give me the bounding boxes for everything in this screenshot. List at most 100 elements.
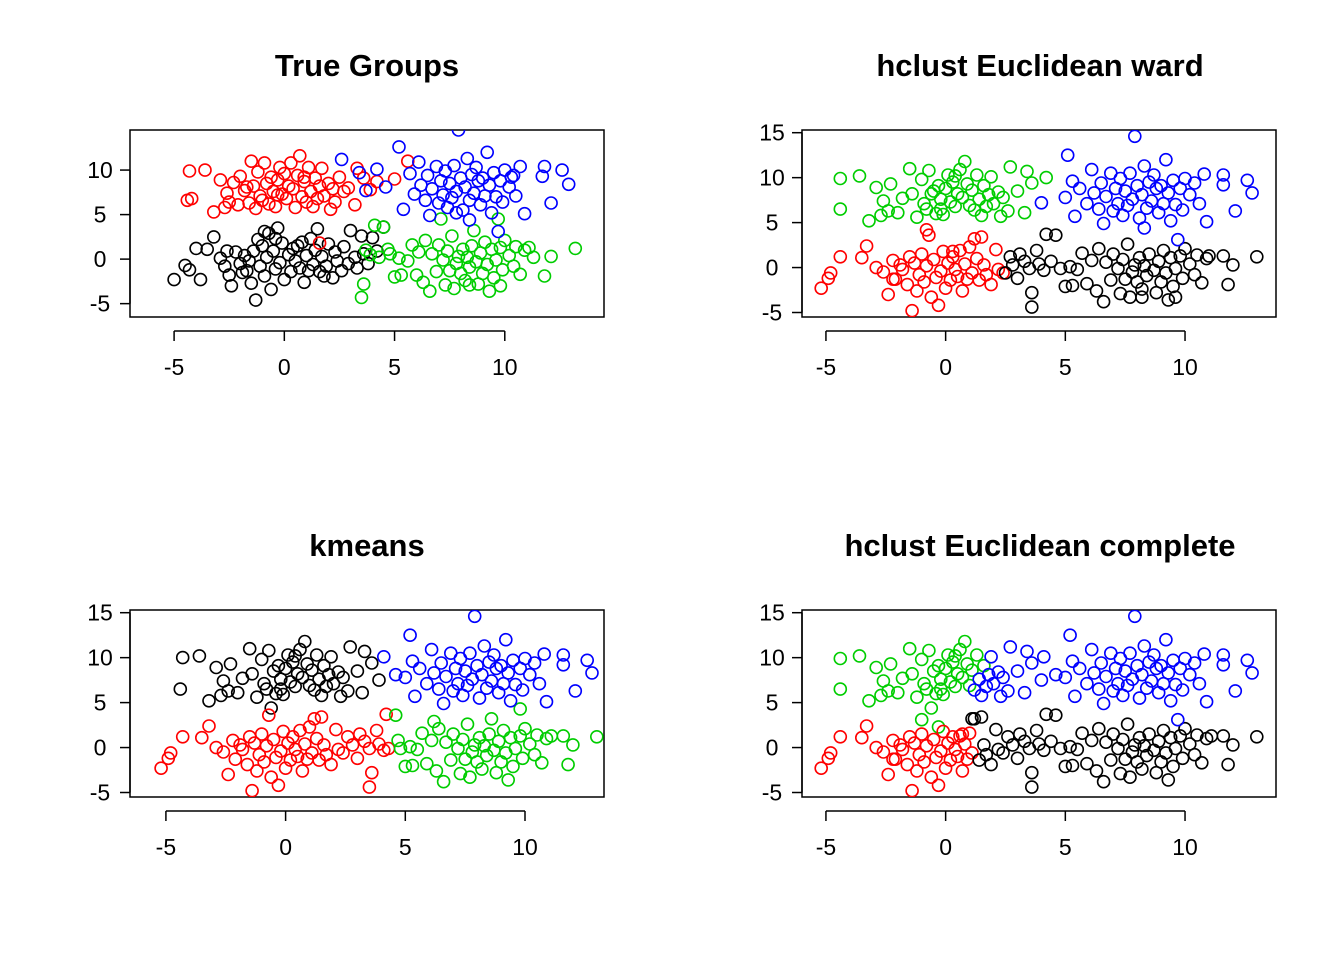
data-point [482,727,496,741]
data-point [443,753,458,767]
data-point [1089,284,1104,298]
data-point [361,256,375,271]
data-point [420,168,435,183]
data-point [544,196,558,210]
data-point [189,241,203,256]
data-point [271,658,286,673]
data-point [513,702,528,716]
data-point [455,732,470,747]
data-point [497,233,512,248]
x-tick-label: 0 [278,354,291,380]
data-point [334,263,349,278]
data-point [1171,712,1185,727]
data-point [1178,241,1192,256]
data-point [278,661,293,676]
data-point [370,174,384,189]
data-point [286,182,300,196]
data-point [1118,664,1132,678]
data-point [886,752,900,767]
data-point [998,266,1013,280]
data-point [336,670,350,685]
data-point [926,252,941,267]
data-point [1240,173,1255,188]
data-point [257,269,272,283]
data-point [1216,178,1231,192]
data-point [1147,648,1161,662]
data-point [202,719,216,733]
data-point [458,664,473,678]
data-point [418,193,433,208]
data-point [1084,733,1099,748]
data-point [1156,723,1171,738]
data-point [458,180,472,194]
x-tick-label: 10 [512,834,538,860]
data-point [886,253,900,268]
data-point [436,188,450,202]
data-point [1060,148,1075,162]
data-point [310,191,325,206]
data-point [501,773,516,787]
data-point [1199,251,1214,266]
data-point [1020,644,1034,659]
data-point [1118,272,1132,287]
data-point [285,655,300,669]
scatter-points [814,130,1264,317]
data-point [453,266,468,281]
data-point [881,204,896,218]
data-point [1123,770,1137,785]
data-point [501,666,516,680]
data-point [900,757,915,772]
data-point [295,764,310,778]
data-point [1192,196,1207,211]
data-point [941,648,955,662]
data-point [948,169,963,183]
data-point [167,272,181,287]
data-point [1190,728,1204,742]
data-point [1120,717,1135,732]
data-point [1199,694,1214,709]
data-point [198,163,212,177]
data-point [833,682,848,696]
data-point [977,738,991,752]
scatter-points [167,130,583,307]
data-point [513,729,528,743]
data-point [515,751,530,766]
data-point [919,258,934,273]
data-point [1135,187,1149,202]
data-point [337,184,351,199]
data-point [1132,691,1147,705]
data-point [1159,632,1173,647]
data-point [1135,282,1149,296]
panel-hclust-complete: hclust Euclidean complete -5 0 5 10 -5 0 5 10 15 [759,528,1277,860]
data-point [1099,255,1113,270]
data-point [302,678,317,693]
data-point [245,666,259,681]
data-point [427,666,441,680]
data-point [931,298,946,313]
data-point [526,250,541,265]
data-point [1063,628,1077,643]
data-point [222,195,236,209]
data-point [943,195,958,209]
data-point [359,243,373,257]
data-point [902,641,917,656]
panel-true-groups: True Groups -5 0 5 10 -5 0 5 10 [87,48,605,380]
data-point [1029,243,1044,258]
x-tick-label: 10 [492,354,518,380]
data-point [209,740,223,755]
data-point [1063,739,1077,754]
y-tick-label: 5 [766,210,779,236]
data-point [436,696,451,711]
data-point [508,189,523,203]
data-point [957,154,972,169]
data-point [357,734,372,749]
data-point [372,673,386,687]
x-tick-label: 5 [399,834,412,860]
data-point [1221,277,1235,292]
data-point [535,169,550,184]
data-point [854,730,869,745]
data-point [945,175,960,189]
data-point [475,171,490,185]
data-point [436,774,451,789]
data-point [859,239,874,253]
